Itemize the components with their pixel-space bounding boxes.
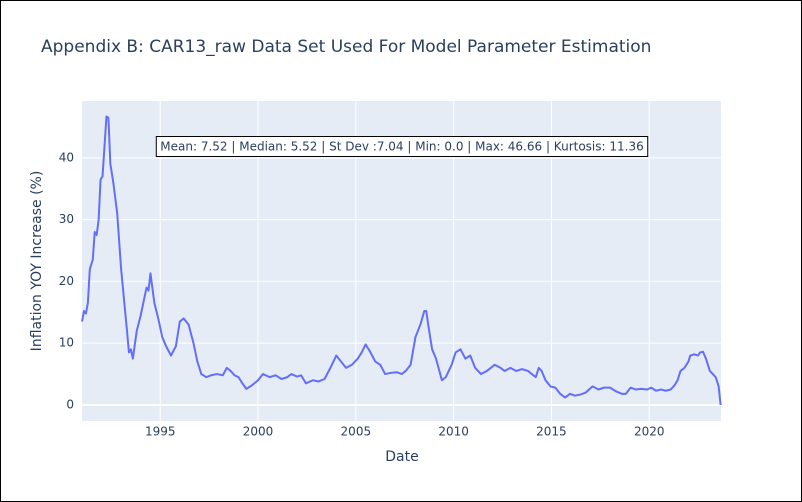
annotation: Mean: 7.52 | Median: 5.52 | St Dev :7.04…: [160, 140, 643, 154]
chart-title: Appendix B: CAR13_raw Data Set Used For …: [41, 37, 651, 57]
y-axis-title: Inflation YOY Increase (%): [29, 171, 45, 352]
line-series: [81, 115, 722, 406]
y-tick-label: 30: [59, 212, 74, 226]
x-axis-title: Date: [385, 449, 418, 465]
y-tick-label: 20: [59, 274, 74, 288]
y-tick-label: 40: [59, 150, 74, 164]
y-tick-label: 0: [66, 397, 74, 411]
x-tick-label: 1995: [145, 425, 176, 439]
x-tick-label: 2015: [536, 425, 567, 439]
y-tick-label: 10: [59, 336, 74, 350]
annotation-box: [155, 136, 649, 157]
x-tick-label: 2010: [438, 425, 469, 439]
x-tick-label: 2000: [243, 425, 274, 439]
x-tick-label: 2005: [341, 425, 372, 439]
x-tick-label: 2020: [634, 425, 665, 439]
